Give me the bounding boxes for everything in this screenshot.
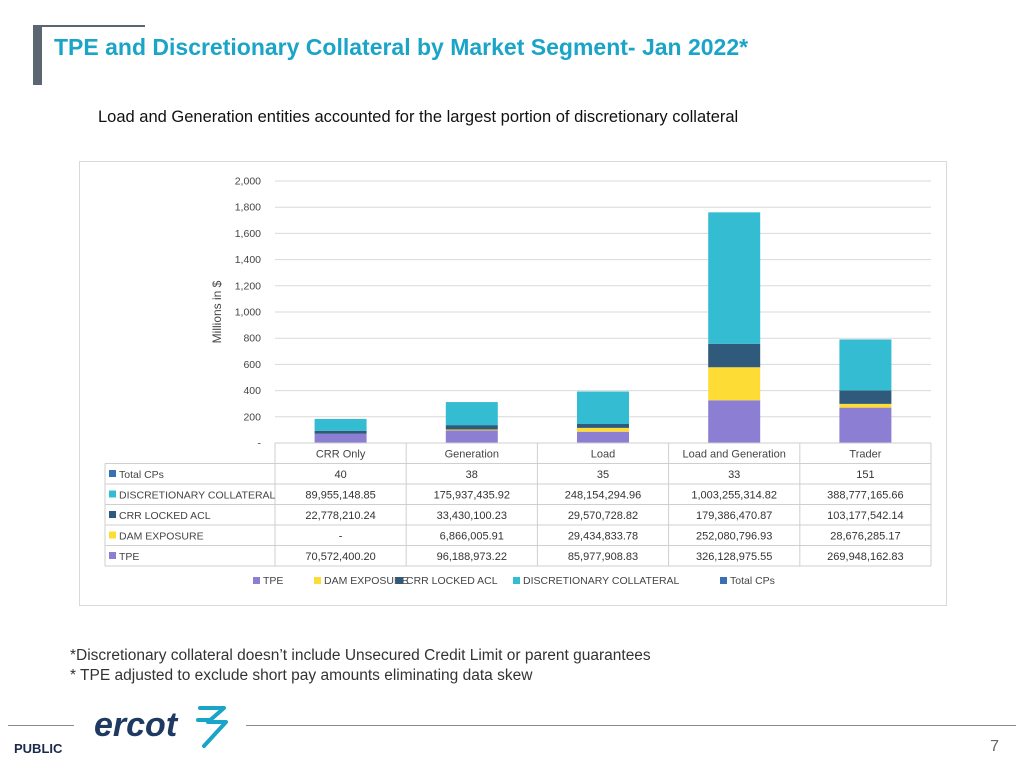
table-cell: 179,386,470.87 [696,510,772,522]
bar-crr-2 [577,424,629,428]
title-accent-line [33,25,145,27]
legend-key-dam [314,577,321,584]
bar-tpe-3 [708,400,761,443]
legend-item: Total CPs [730,575,775,587]
stacked-bar-chart: - 200 400 600 800 1,000 1,200 1,400 1,600 1,800 2,… [104,176,932,587]
table-cell: 29,434,833.78 [568,531,638,543]
bar-dam-3 [708,367,761,401]
bar-tpe-4 [839,407,892,443]
chart-frame: - 200 400 600 800 1,000 1,200 1,400 1,600 1,800 2,… [79,161,947,606]
table-cell: - [339,531,343,543]
table-cell: 103,177,542.14 [827,510,903,522]
page-title: TPE and Discretionary Collateral by Mark… [54,34,749,60]
bar-crr-3 [708,343,761,368]
y-tick-label: 1,800 [235,202,261,214]
table-cell: 85,977,908.83 [568,551,638,563]
category-label: CRR Only [316,449,366,461]
table-cell: 38 [466,469,478,481]
category-label: Load and Generation [683,449,786,461]
table-legend-key-total_cps [109,470,116,477]
table-row-label: DISCRETIONARY COLLATERAL [119,490,276,502]
y-tick-label: 1,200 [235,280,261,292]
table-cell: 40 [334,469,346,481]
legend-key-total_cps [720,577,727,584]
table-cell: 96,188,973.22 [437,551,507,563]
footnote-discretionary: *Discretionary collateral doesn’t includ… [70,647,651,664]
table-cell: 269,948,162.83 [827,551,903,563]
bar-crr-4 [839,390,892,404]
table-cell: 33 [728,469,740,481]
y-tick-label: 400 [243,385,261,397]
ercot-logo: ercot [94,706,228,748]
table-row-label: CRR LOCKED ACL [119,510,211,522]
y-tick-label: 2,000 [235,176,261,188]
table-cell: 28,676,285.17 [830,531,900,543]
bar-tpe-1 [445,430,498,443]
bar-disc-1 [445,402,498,426]
table-cell: 151 [856,469,874,481]
legend-item: TPE [263,575,283,587]
y-tick-label: 200 [243,411,261,423]
table-cell: 29,570,728.82 [568,510,638,522]
category-label: Load [591,449,615,461]
footnote-tpe: * TPE adjusted to exclude short pay amou… [70,667,533,684]
legend-key-tpe [253,577,260,584]
page-subtitle: Load and Generation entities accounted f… [98,108,739,126]
table-legend-key-crr [109,511,116,518]
table-cell: 6,866,005.91 [440,531,504,543]
table-cell: 175,937,435.92 [434,490,510,502]
table-cell: 388,777,165.66 [827,490,903,502]
table-legend-key-tpe [109,552,116,559]
table-cell: 35 [597,469,609,481]
legend-item: CRR LOCKED ACL [406,575,498,587]
bar-tpe-0 [314,433,367,443]
ercot-logo-bolt-icon [196,706,228,748]
bar-disc-2 [577,391,629,425]
footer-divider-right [246,725,1016,726]
y-tick-label: 1,400 [235,254,261,266]
bar-dam-1 [445,429,498,431]
table-row-label: DAM EXPOSURE [119,531,204,543]
bar-dam-2 [577,427,629,432]
bar-disc-4 [839,339,892,391]
table-cell: 70,572,400.20 [305,551,375,563]
table-cell: 22,778,210.24 [305,510,375,522]
y-tick-label: 800 [243,333,261,345]
bar-tpe-2 [577,431,629,443]
category-label: Generation [445,449,499,461]
title-accent-bar [33,25,42,85]
table-cell: 326,128,975.55 [696,551,772,563]
y-tick-label: 600 [243,359,261,371]
y-tick-label: 1,000 [235,307,261,319]
legend-key-crr [396,577,403,584]
bar-crr-0 [314,430,367,434]
table-cell: 89,955,148.85 [305,490,375,502]
table-row-label: TPE [119,551,139,563]
bar-disc-0 [314,418,367,431]
page-number: 7 [990,738,999,755]
y-tick-label: - [258,438,262,450]
table-legend-key-disc [109,490,116,498]
table-cell: 252,080,796.93 [696,531,772,543]
legend-item: DAM EXPOSURE [324,575,409,587]
bar-dam-4 [839,403,892,408]
table-legend-key-dam [109,531,116,539]
footer-classification: PUBLIC [14,741,63,756]
footer-divider-left [8,725,74,726]
table-cell: 248,154,294.96 [565,490,641,502]
table-cell: 1,003,255,314.82 [691,490,777,502]
table-cell: 33,430,100.23 [437,510,507,522]
legend-key-disc [513,577,520,584]
category-label: Trader [849,449,881,461]
legend-item: DISCRETIONARY COLLATERAL [523,575,680,587]
y-axis-label: Millions in $ [210,280,224,343]
bar-disc-3 [708,212,761,344]
bar-crr-1 [445,425,498,430]
table-row-label: Total CPs [119,469,164,481]
ercot-logo-text: ercot [94,706,179,744]
y-tick-label: 1,600 [235,228,261,240]
